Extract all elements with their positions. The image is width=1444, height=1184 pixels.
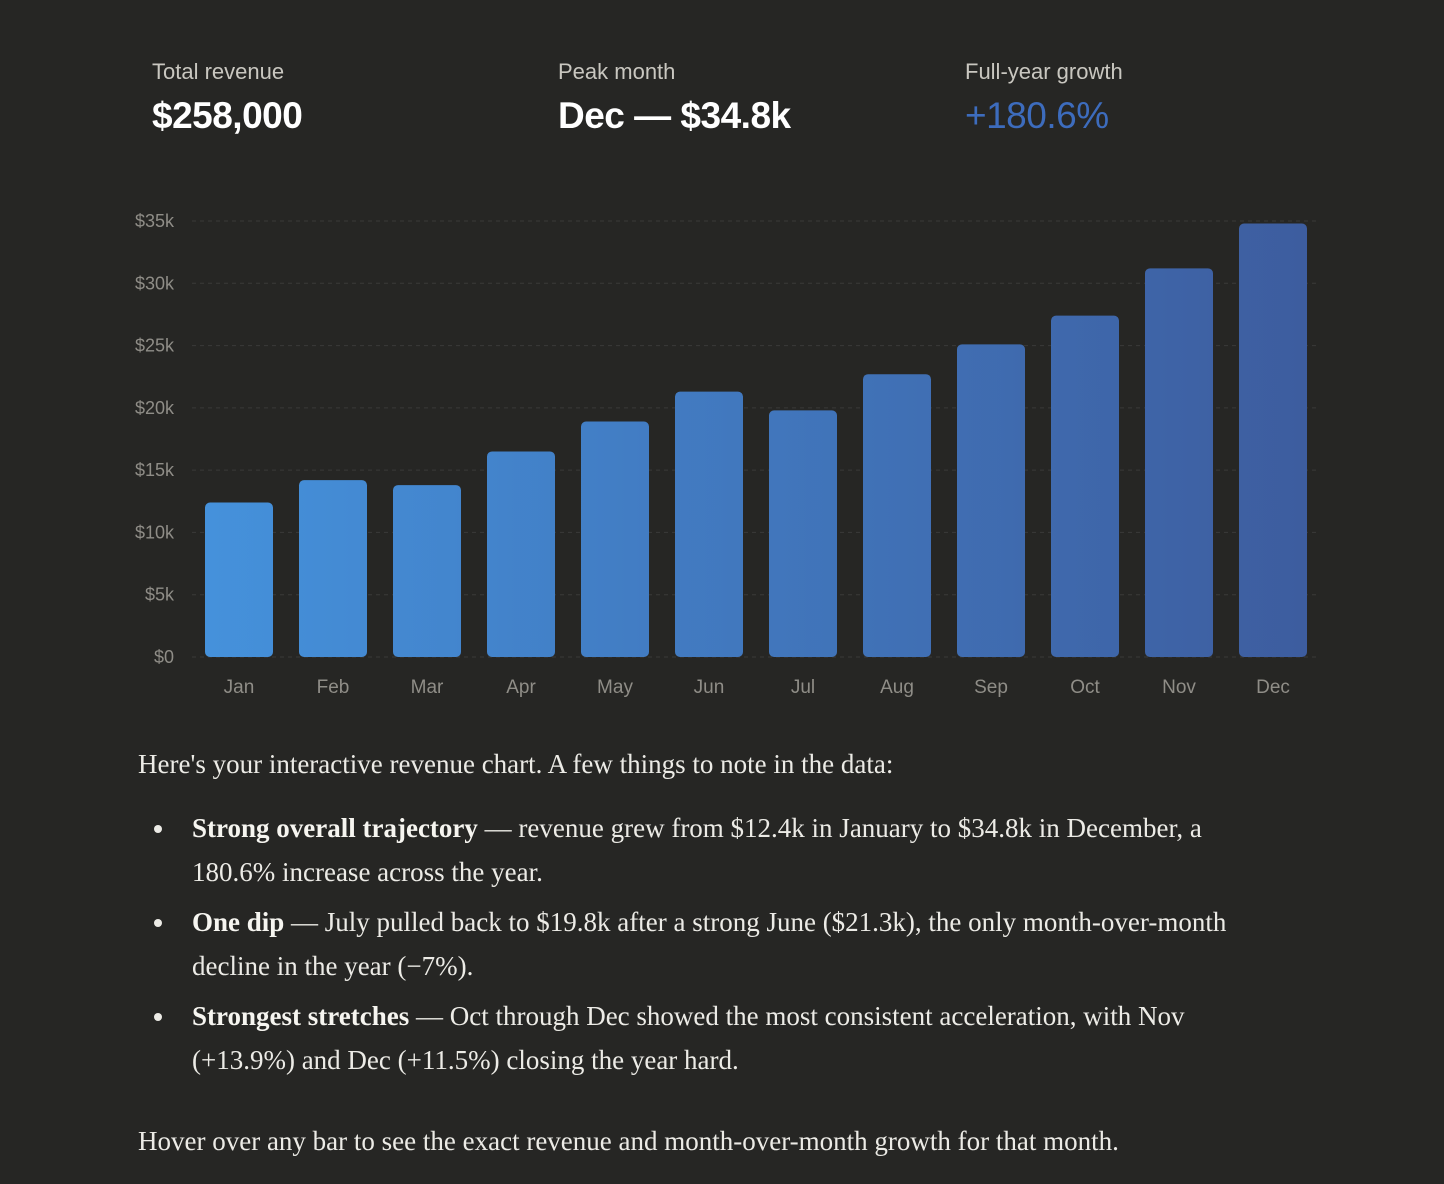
bar-aug[interactable]: Aug: $22,700 [863, 374, 931, 657]
x-tick-label: Jun [694, 677, 725, 698]
insight-text: — July pulled back to $19.8k after a str… [192, 907, 1227, 981]
bullet-icon [154, 919, 162, 927]
insight-text: — revenue grew from $12.4k in January to… [192, 813, 1202, 887]
y-tick-label: $35k [135, 211, 175, 231]
x-tick-label: Apr [506, 677, 536, 698]
kpi-total-revenue-label: Total revenue [152, 59, 285, 84]
kpi-growth: Full-year growth +180.6% [965, 58, 1123, 138]
y-tick-label: $5k [145, 585, 175, 605]
chart-hover-hint: Hover over any bar to see the exact reve… [138, 1126, 1119, 1156]
x-tick-label: Jan [224, 677, 255, 698]
y-tick-label: $20k [135, 398, 175, 418]
kpi-total-revenue: Total revenue $258,000 [152, 58, 303, 138]
bullet-icon [154, 1013, 162, 1021]
insight-text: — Oct through Dec showed the most consis… [192, 1001, 1185, 1075]
bar-jan[interactable]: Jan: $12,400 [205, 502, 273, 657]
x-tick-label: Sep [974, 677, 1008, 698]
insight-title: Strongest stretches [192, 1001, 410, 1031]
bar-jul[interactable]: Jul: $19,800 [769, 410, 837, 657]
x-tick-label: Mar [411, 677, 444, 698]
bar-nov[interactable]: Nov: $31,200 [1145, 268, 1213, 657]
y-tick-label: $30k [135, 273, 175, 293]
kpi-peak-month-value: Dec — $34.8k [558, 95, 791, 136]
bullet-icon [154, 825, 162, 833]
y-axis: $0 $5k $10k $15k $20k $25k $30k $35k [135, 211, 175, 667]
x-tick-label: Jul [791, 677, 815, 698]
bar-apr[interactable]: Apr: $16,500 [487, 451, 555, 657]
chart-gridlines [192, 220, 1320, 658]
x-tick-label: Aug [880, 677, 914, 698]
chart-bars: Jan: $12,400 Feb: $14,200 Mar: $13,800 Apr:… [205, 223, 1307, 657]
x-tick-label: Nov [1162, 677, 1196, 698]
kpi-growth-label: Full-year growth [965, 59, 1123, 84]
y-tick-label: $25k [135, 336, 175, 356]
chart-intro-text: Here's your interactive revenue chart. A… [138, 749, 894, 779]
bar-oct[interactable]: Oct: $27,400 [1051, 315, 1119, 657]
insights-list: Strong overall trajectory — revenue grew… [150, 806, 1280, 1088]
insight-title: Strong overall trajectory [192, 813, 478, 843]
x-tick-label: May [597, 677, 633, 698]
insight-item: Strong overall trajectory — revenue grew… [150, 806, 1280, 894]
kpi-peak-month-label: Peak month [558, 59, 676, 84]
kpi-peak-month: Peak month Dec — $34.8k [558, 58, 791, 138]
bar-sep[interactable]: Sep: $25,100 [957, 344, 1025, 657]
insight-item: Strongest stretches — Oct through Dec sh… [150, 994, 1280, 1082]
kpi-total-revenue-value: $258,000 [152, 95, 303, 136]
x-tick-label: Feb [317, 677, 350, 698]
y-tick-label: $0 [154, 647, 174, 667]
revenue-bar-chart: $0 $5k $10k $15k $20k $25k $30k $35k Jan: $12,4… [135, 211, 1320, 698]
bar-jun[interactable]: Jun: $21,300 [675, 391, 743, 657]
bar-mar[interactable]: Mar: $13,800 [393, 485, 461, 657]
x-axis: Jan Feb Mar Apr May Jun Jul Aug Sep Oct Nov Dec [224, 677, 1290, 698]
y-tick-label: $10k [135, 522, 175, 542]
bar-dec[interactable]: Dec: $34,800 [1239, 223, 1307, 657]
y-tick-label: $15k [135, 460, 175, 480]
kpi-growth-value: +180.6% [965, 95, 1109, 136]
x-tick-label: Oct [1070, 677, 1100, 698]
bar-feb[interactable]: Feb: $14,200 [299, 480, 367, 657]
x-tick-label: Dec [1256, 677, 1290, 698]
bar-may[interactable]: May: $18,900 [581, 421, 649, 657]
insight-item: One dip — July pulled back to $19.8k aft… [150, 900, 1280, 988]
insight-title: One dip [192, 907, 285, 937]
